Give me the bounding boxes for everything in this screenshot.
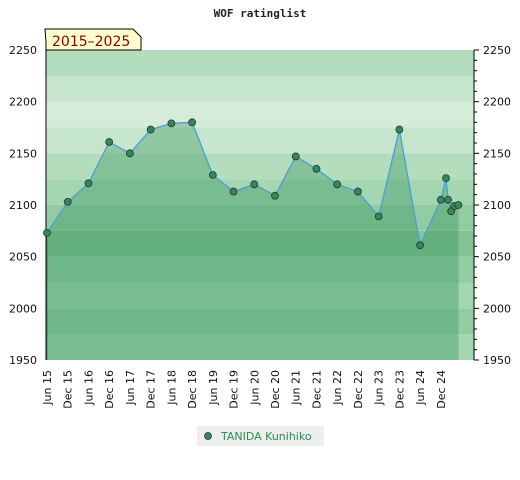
data-points — [43, 118, 463, 250]
x-tick-label: Jun 18 — [165, 370, 178, 406]
x-tick-label: Jun 20 — [248, 370, 261, 406]
data-point — [208, 171, 217, 179]
chart-title: WOF ratinglist — [214, 7, 307, 20]
data-point — [312, 164, 321, 173]
data-point — [436, 195, 445, 204]
series-area — [47, 122, 459, 360]
background-band — [46, 101, 474, 128]
data-point — [126, 149, 134, 158]
y-tick-label-right: 2000 — [483, 302, 511, 315]
x-tick-label: Dec 17 — [145, 370, 158, 409]
y-tick-label-left: 2200 — [9, 96, 37, 109]
x-tick-label: Jun 22 — [331, 370, 344, 406]
data-point — [229, 187, 238, 196]
data-point — [250, 180, 259, 189]
background-band — [46, 205, 474, 231]
period-badge: 2015–2025 — [44, 28, 142, 51]
background-band — [46, 334, 474, 360]
legend-box — [197, 426, 324, 446]
background-band — [46, 282, 474, 309]
data-point — [63, 197, 72, 206]
data-point — [167, 119, 176, 128]
x-tick-label: Dec 23 — [393, 370, 406, 409]
legend: TANIDA Kunihiko — [197, 426, 324, 446]
y-tick-label-right: 2200 — [483, 96, 511, 109]
legend-label: TANIDA Kunihiko — [220, 430, 312, 443]
x-tick-label: Dec 21 — [310, 370, 323, 409]
y-tick-label-left: 2100 — [9, 199, 37, 212]
data-point — [416, 241, 425, 250]
data-point — [454, 201, 463, 209]
background-band — [46, 230, 474, 257]
data-point — [374, 212, 383, 221]
y-tick-label-right: 2250 — [483, 44, 511, 57]
x-tick-label: Dec 20 — [269, 370, 282, 409]
x-tick-label: Jun 21 — [290, 370, 303, 406]
y-tick-label-right: 2150 — [483, 147, 511, 160]
x-tick-label: Jun 24 — [414, 370, 427, 406]
data-point — [333, 180, 342, 189]
data-point — [271, 191, 279, 200]
data-point — [442, 174, 450, 183]
background-band — [46, 75, 474, 102]
y-tick-label-left: 2050 — [9, 251, 37, 264]
plot-background-bands — [46, 50, 474, 360]
y-tick-label-left: 1950 — [9, 354, 37, 367]
x-tick-label: Jun 23 — [373, 370, 386, 406]
x-tick-label: Dec 15 — [62, 370, 75, 409]
data-point — [444, 195, 452, 204]
x-tick-label: Jun 16 — [82, 370, 95, 406]
legend-marker — [204, 432, 212, 440]
y-tick-label-left: 2000 — [9, 302, 37, 315]
y-tick-label-right: 2050 — [483, 251, 511, 264]
y-tick-label-left: 2150 — [9, 147, 37, 160]
data-point — [84, 179, 93, 188]
data-point — [146, 125, 155, 134]
background-band — [46, 153, 474, 180]
x-tick-label: Dec 24 — [435, 370, 448, 409]
background-band — [46, 308, 474, 335]
data-point — [291, 152, 300, 161]
x-tick-label: Jun 15 — [41, 370, 54, 406]
badge-shape — [44, 28, 142, 51]
data-point — [395, 125, 404, 134]
background-band — [46, 179, 474, 205]
x-tick-label: Dec 16 — [103, 370, 116, 409]
x-tick-label: Dec 22 — [352, 370, 365, 409]
x-tick-label: Dec 18 — [186, 370, 199, 409]
y-tick-label-left: 2250 — [9, 44, 37, 57]
background-band — [46, 50, 474, 76]
background-band — [46, 256, 474, 283]
badge-label: 2015–2025 — [52, 34, 130, 50]
y-tick-label-right: 2100 — [483, 199, 511, 212]
data-point — [43, 228, 51, 237]
x-tick-label: Jun 19 — [207, 370, 220, 406]
x-tick-label: Dec 19 — [228, 370, 241, 409]
data-point — [354, 187, 362, 196]
y-tick-label-right: 1950 — [483, 354, 511, 367]
axes: 1950 1950 2000 2000 2050 2050 2100 2100 2150 2150… — [9, 44, 511, 409]
data-point — [105, 138, 114, 146]
x-tick-label: Jun 17 — [124, 370, 137, 406]
data-point — [188, 118, 196, 127]
